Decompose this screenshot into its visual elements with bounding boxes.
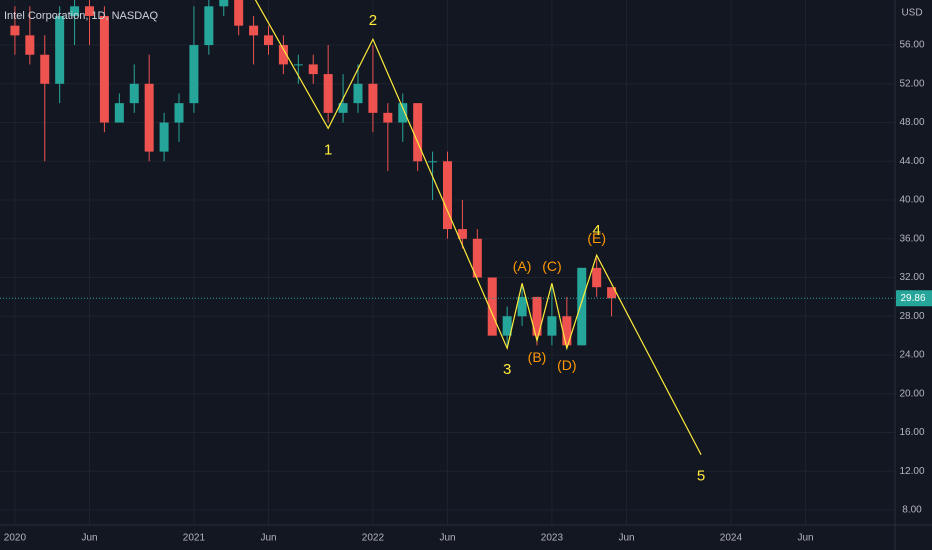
y-tick-label: 40.00 bbox=[899, 195, 924, 206]
candle-body bbox=[308, 64, 318, 75]
y-tick-label: 24.00 bbox=[899, 350, 924, 361]
x-tick-label: Jun bbox=[439, 533, 455, 544]
candle-body bbox=[25, 35, 35, 55]
wave-label: 5 bbox=[697, 468, 705, 485]
candle-body bbox=[323, 74, 333, 113]
candle-body bbox=[398, 103, 408, 123]
y-tick-label: 12.00 bbox=[899, 466, 924, 477]
x-tick-label: Jun bbox=[618, 533, 634, 544]
candle-body bbox=[338, 103, 348, 113]
candle-body bbox=[413, 103, 423, 162]
candle-body bbox=[249, 25, 259, 36]
candle-body bbox=[129, 83, 139, 104]
correction-label: (C) bbox=[542, 258, 561, 274]
candle-body bbox=[592, 267, 602, 288]
candle-body bbox=[383, 112, 393, 123]
candle-body bbox=[204, 6, 214, 46]
candle-body bbox=[353, 83, 363, 104]
candle-body bbox=[562, 316, 572, 346]
x-tick-label: 2022 bbox=[362, 533, 385, 544]
x-tick-label: 2023 bbox=[541, 533, 564, 544]
candle-body bbox=[114, 103, 124, 123]
candle-body bbox=[532, 296, 542, 336]
candle-body bbox=[443, 161, 452, 230]
candle-body bbox=[70, 6, 80, 16]
candle-body bbox=[487, 277, 497, 336]
candle-body bbox=[368, 83, 378, 113]
wave-label: 4 bbox=[592, 222, 600, 239]
y-tick-label: 8.00 bbox=[902, 505, 922, 516]
candle-body bbox=[502, 316, 512, 336]
correction-label: (B) bbox=[528, 349, 547, 365]
chart-title: Intel Corporation, 1D, NASDAQ bbox=[4, 10, 159, 22]
candle-body bbox=[472, 238, 482, 278]
y-tick-label: 48.00 bbox=[899, 117, 924, 128]
y-tick-label: 28.00 bbox=[899, 311, 924, 322]
y-tick-label: 56.00 bbox=[899, 40, 924, 51]
correction-label: (A) bbox=[513, 258, 532, 274]
candle-body bbox=[219, 0, 229, 7]
candle-body bbox=[159, 122, 169, 152]
x-tick-label: Jun bbox=[81, 533, 97, 544]
y-tick-label: 36.00 bbox=[899, 233, 924, 244]
last-price-tag bbox=[896, 290, 932, 307]
correction-label: (E) bbox=[587, 230, 606, 246]
x-tick-label: Jun bbox=[260, 533, 276, 544]
candle-body bbox=[174, 103, 184, 123]
candle-body bbox=[278, 45, 288, 65]
candle-body bbox=[144, 83, 154, 152]
candle-body bbox=[264, 35, 273, 46]
last-price-label: 29.86 bbox=[900, 293, 925, 304]
wave-label: 1 bbox=[324, 141, 332, 158]
candle-body bbox=[517, 296, 527, 317]
candle-body bbox=[10, 25, 20, 36]
candle-body bbox=[189, 45, 199, 104]
wave-label: 3 bbox=[503, 361, 511, 378]
y-tick-label: 52.00 bbox=[899, 78, 924, 89]
x-tick-label: 2024 bbox=[720, 533, 743, 544]
candle-body bbox=[55, 15, 65, 84]
plot bbox=[0, 0, 895, 456]
candle-body bbox=[607, 287, 617, 299]
x-tick-label: Jun bbox=[797, 533, 813, 544]
candle-body bbox=[547, 316, 557, 336]
x-tick-label: 2021 bbox=[183, 533, 206, 544]
y-tick-label: 32.00 bbox=[899, 272, 924, 283]
candle-body bbox=[457, 229, 467, 239]
candle-body bbox=[428, 161, 438, 163]
currency: USD bbox=[901, 8, 922, 19]
correction-label: (D) bbox=[557, 357, 576, 373]
wave-label: 2 bbox=[369, 12, 377, 29]
y-tick-label: 44.00 bbox=[899, 156, 924, 167]
candle-body bbox=[577, 267, 587, 346]
candle-body bbox=[234, 0, 244, 26]
wave-line bbox=[254, 0, 702, 456]
y-tick-label: 16.00 bbox=[899, 427, 924, 438]
candle-body bbox=[85, 6, 94, 16]
candle-body bbox=[99, 15, 109, 123]
x-tick-label: 2020 bbox=[4, 533, 27, 544]
candle-body bbox=[40, 54, 50, 84]
candle-body bbox=[293, 64, 303, 66]
y-tick-label: 20.00 bbox=[899, 388, 924, 399]
